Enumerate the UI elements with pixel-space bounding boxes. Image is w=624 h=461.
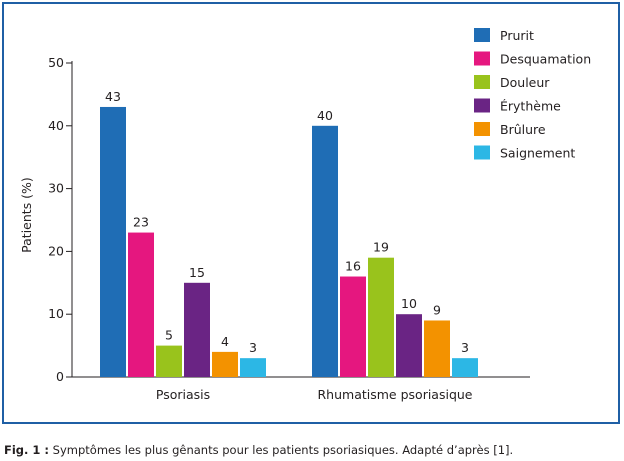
bar-value-label: 19 — [373, 240, 389, 255]
legend-label: Érythème — [500, 99, 561, 114]
y-axis-title: Patients (%) — [19, 177, 34, 253]
bar — [128, 232, 154, 377]
legend-swatch — [474, 51, 490, 66]
y-tick-label: 0 — [56, 369, 64, 384]
bar-value-label: 40 — [317, 108, 333, 123]
bar — [396, 314, 422, 377]
y-tick-label: 40 — [48, 118, 64, 133]
y-tick-label: 30 — [48, 181, 64, 196]
bar-value-label: 3 — [249, 340, 257, 355]
legend-swatch — [474, 75, 490, 89]
bar — [184, 282, 210, 377]
bar — [100, 106, 126, 378]
bar — [368, 257, 394, 377]
bar — [340, 276, 366, 377]
bar-value-label: 16 — [345, 259, 361, 274]
legend-swatch — [474, 122, 490, 136]
bar-value-label: 10 — [401, 296, 417, 311]
x-category-label: Psoriasis — [156, 387, 210, 402]
bar — [212, 351, 238, 377]
bar-chart: 0 10 20 30 40 50 Patients (%) Psoriasis Rhumatis… — [19, 28, 591, 402]
y-tick-label: 20 — [48, 243, 64, 258]
caption-text: Symptômes les plus gênants pour les pati… — [49, 443, 514, 457]
bar — [452, 358, 478, 377]
legend-label: Desquamation — [500, 52, 591, 67]
y-tick-label: 50 — [48, 55, 64, 70]
legend-swatch — [474, 145, 490, 160]
bar-value-label: 5 — [165, 328, 173, 343]
legend-swatch — [474, 98, 490, 113]
bar-value-label: 4 — [221, 334, 229, 349]
chart-axes: 0 10 20 30 40 50 Patients (%) Psoriasis Rhumatis… — [19, 55, 530, 402]
bar-value-label: 3 — [461, 340, 469, 355]
bar-value-label: 15 — [189, 265, 205, 280]
bar — [312, 125, 338, 377]
bar — [156, 345, 182, 377]
legend-swatch — [474, 28, 490, 42]
bar — [424, 320, 450, 377]
legend-label: Saignement — [500, 146, 575, 161]
x-category-label: Rhumatisme psoriasique — [318, 387, 473, 402]
bar-value-label: 23 — [133, 215, 149, 230]
caption-label: Fig. 1 : — [4, 443, 50, 457]
y-tick-label: 10 — [48, 306, 64, 321]
figure-caption: Fig. 1 : Symptômes les plus gênants pour… — [4, 443, 513, 457]
bar — [240, 358, 266, 377]
legend-label: Prurit — [500, 28, 534, 43]
bar-value-label: 9 — [433, 302, 441, 317]
legend-label: Brûlure — [500, 122, 546, 137]
chart-legend: Prurit Desquamation Douleur Érythème Brûlure… — [474, 28, 591, 161]
legend-label: Douleur — [500, 75, 550, 90]
bar-value-label: 43 — [105, 89, 121, 104]
